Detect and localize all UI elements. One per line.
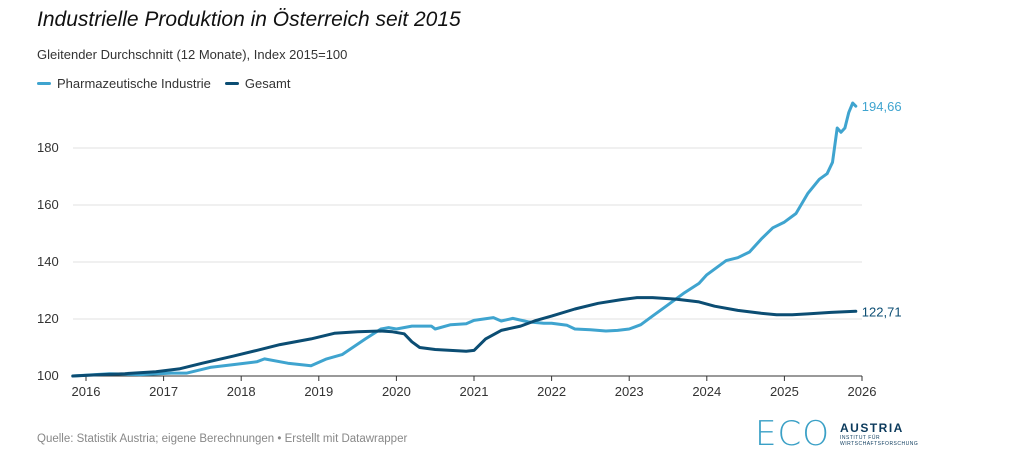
logo-sub-2: WIRTSCHAFTSFORSCHUNG [839,440,919,447]
legend-label-pharma: Pharmazeutische Industrie [57,76,211,91]
x-tick-label: 2021 [460,384,489,399]
end-labels: 194,66 122,71 [862,99,902,319]
x-tick-label: 2024 [692,384,721,399]
source-note: Quelle: Statistik Austria; eigene Berech… [37,433,408,445]
legend-swatch-pharma [37,82,51,85]
chart-subtitle: Gleitender Durchschnitt (12 Monate), Ind… [37,47,348,62]
x-tick-label: 2018 [227,384,256,399]
end-label-pharma: 194,66 [862,99,902,114]
legend-label-gesamt: Gesamt [244,76,291,91]
end-label-gesamt: 122,71 [862,304,902,319]
x-tick-label: 2023 [615,384,644,399]
x-tick-label: 2019 [304,384,333,399]
y-tick-label: 160 [37,197,59,212]
grid [73,147,862,377]
chart-title: Industrielle Produktion in Österreich se… [37,8,461,31]
x-axis: 2016 2017 2018 2019 2020 2021 2022 2023 2024 2025… [72,376,877,399]
series-lines [71,101,858,378]
y-tick-label: 140 [37,254,59,269]
series-line-gesamt [71,296,858,378]
legend-item-pharma: Pharmazeutische Industrie [37,76,211,91]
y-axis: 100 120 140 160 180 [37,140,59,383]
logo-sub-1: INSTITUT FÜR [839,434,881,441]
y-tick-label: 100 [37,368,59,383]
x-tick-label: 2025 [770,384,799,399]
series-line-pharma [71,101,858,378]
logo-right: AUSTRIA INSTITUT FÜR WIRTSCHAFTSFORSCHUN… [839,420,919,447]
x-tick-label: 2026 [848,384,877,399]
x-tick-label: 2020 [382,384,411,399]
legend: Pharmazeutische Industrie Gesamt [37,76,304,91]
legend-item-gesamt: Gesamt [224,76,291,91]
x-tick-label: 2017 [149,384,178,399]
y-tick-label: 120 [37,311,59,326]
logo-eco-text: ECO [755,414,830,454]
x-tick-label: 2016 [72,384,101,399]
y-tick-label: 180 [37,140,59,155]
legend-swatch-gesamt [224,82,239,85]
logo-austria-text: AUSTRIA [839,420,904,435]
eco-austria-logo: ECO AUSTRIA INSTITUT FÜR WIRTSCHAFTSFORS… [755,417,918,451]
x-tick-label: 2022 [537,384,566,399]
